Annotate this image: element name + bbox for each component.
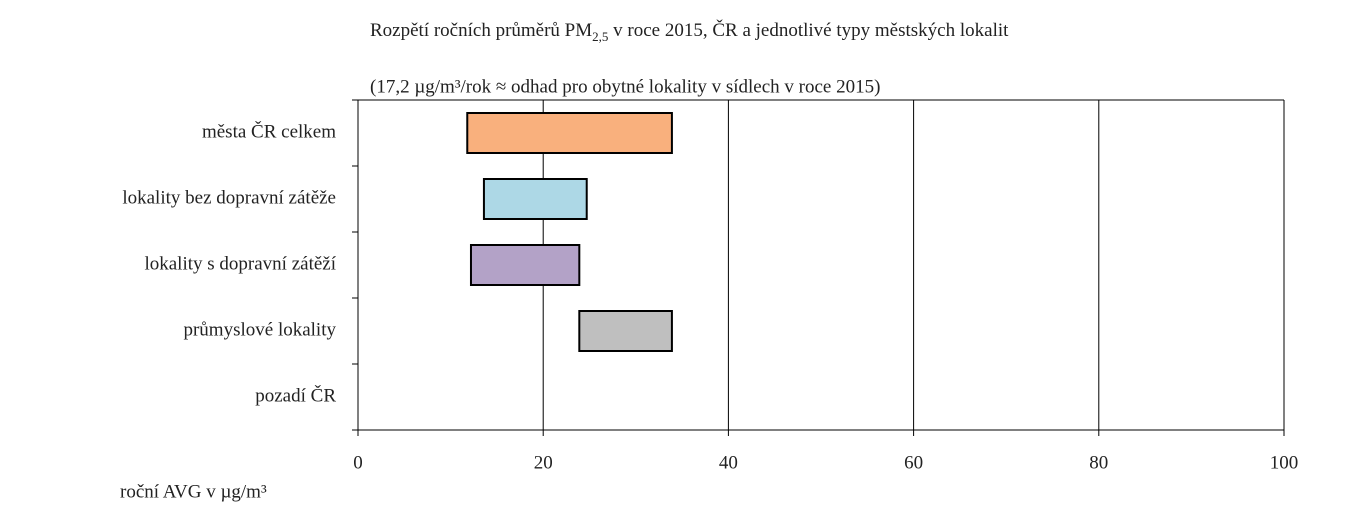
range-bar: [469, 244, 581, 286]
chart-subtitle: (17,2 µg/m³/rok ≈ odhad pro obytné lokal…: [370, 76, 880, 97]
y-tick-label: města ČR celkem: [202, 120, 336, 142]
y-tick-label: lokality bez dopravní zátěže: [122, 187, 336, 208]
chart-title: Rozpětí ročních průměrů PM2,5 v roce 201…: [370, 19, 1009, 44]
x-tick-label: 80: [1089, 452, 1108, 473]
x-tick-label: 60: [904, 452, 923, 473]
x-tick-label: 20: [534, 452, 553, 473]
range-bar: [482, 178, 588, 220]
x-tick-label: 100: [1270, 452, 1299, 473]
title-subscript: 2,5: [592, 29, 608, 44]
x-tick-label: 40: [719, 452, 738, 473]
y-tick-label: lokality s dopravní zátěží: [144, 253, 336, 274]
x-tick-label: 0: [353, 452, 363, 473]
range-bar: [466, 112, 673, 154]
x-axis-label: roční AVG v µg/m³: [120, 481, 267, 502]
y-tick-label: průmyslové lokality: [183, 319, 336, 340]
title-part: v roce 2015, ČR a jednotlivé typy městsk…: [608, 19, 1009, 41]
range-bar: [578, 310, 673, 352]
title-part: Rozpětí ročních průměrů PM: [370, 20, 592, 41]
y-tick-label: pozadí ČR: [255, 384, 336, 406]
